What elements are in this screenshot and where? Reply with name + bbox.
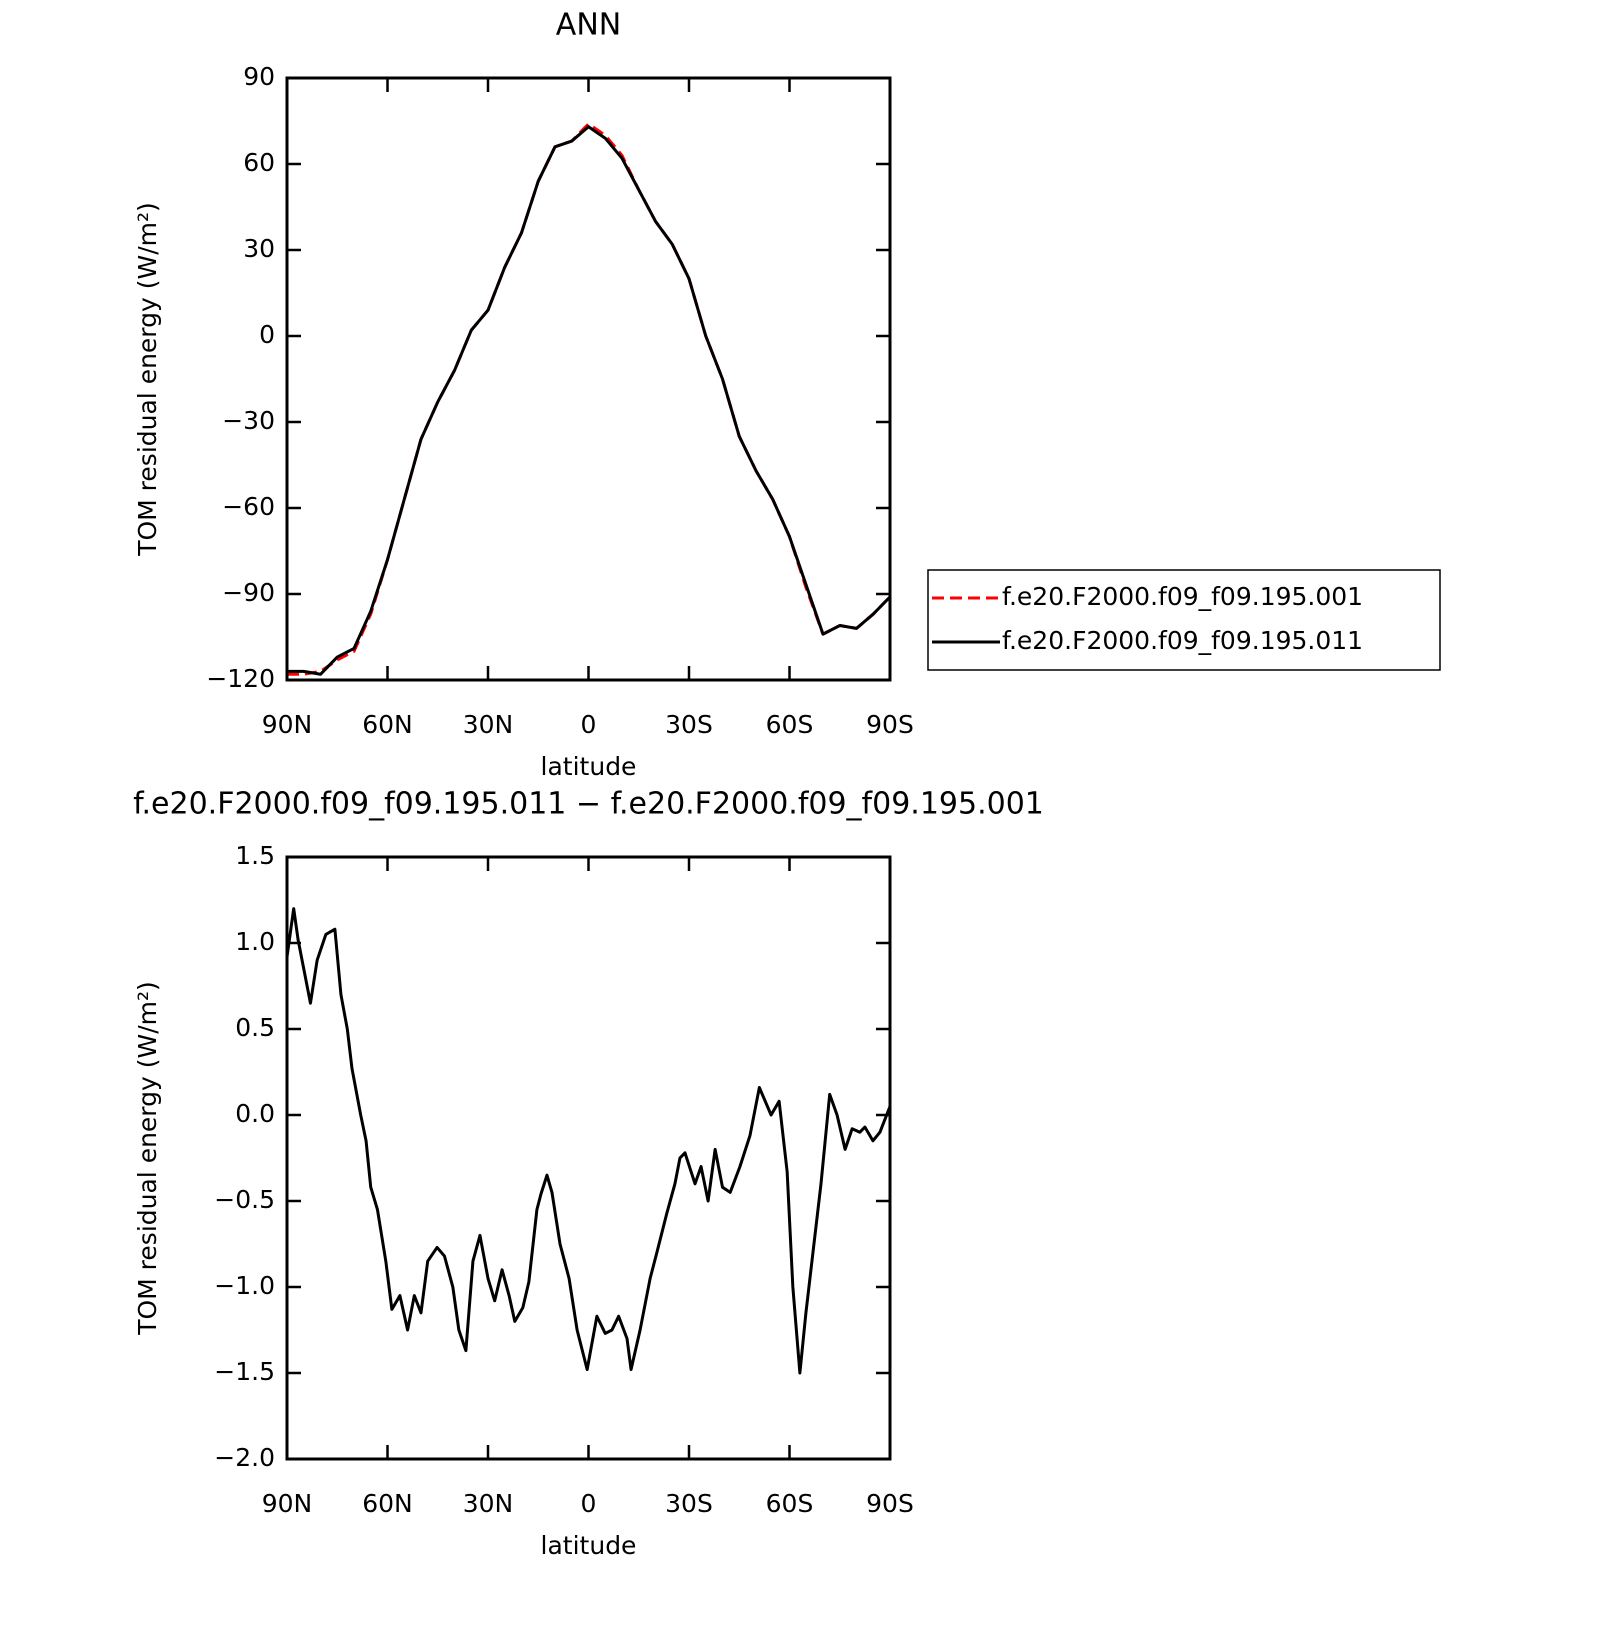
chart-title: f.e20.F2000.f09_f09.195.011 − f.e20.F200… xyxy=(133,787,1044,822)
y-tick-label: 0.5 xyxy=(235,1013,275,1042)
x-tick-label: 60N xyxy=(362,1489,413,1518)
x-tick-label: 60S xyxy=(766,1489,814,1518)
x-tick-label: 0 xyxy=(581,1489,597,1518)
y-axis-label: TOM residual energy (W/m²) xyxy=(133,981,162,1336)
series-line xyxy=(285,907,892,1375)
y-tick-label: 1.5 xyxy=(235,841,275,870)
x-tick-label: 30N xyxy=(463,710,514,739)
y-tick-label: 60 xyxy=(243,148,275,177)
x-tick-label: 90S xyxy=(866,710,914,739)
x-tick-label: 30N xyxy=(463,1489,514,1518)
chart-title: ANN xyxy=(556,8,621,43)
x-tick-label: 60N xyxy=(362,710,413,739)
legend-box xyxy=(927,569,1441,671)
y-axis-label: TOM residual energy (W/m²) xyxy=(133,202,162,557)
plot: ANN latitude TOM residual energy (W/m²) 90N… xyxy=(133,8,1441,781)
y-tick-label: 90 xyxy=(243,62,275,91)
x-tick-label: 60S xyxy=(766,710,814,739)
y-tick-label: 30 xyxy=(243,234,275,263)
x-tick-label: 30S xyxy=(665,710,713,739)
legend-label: f.e20.F2000.f09_f09.195.001 xyxy=(1002,582,1363,611)
x-tick-label: 90N xyxy=(262,1489,313,1518)
x-tick-label: 90N xyxy=(262,710,313,739)
y-tick-label: 0.0 xyxy=(235,1099,275,1128)
y-tick-label: −90 xyxy=(222,578,275,607)
y-tick-label: 1.0 xyxy=(235,927,275,956)
plot: f.e20.F2000.f09_f09.195.011 − f.e20.F200… xyxy=(133,787,1044,1561)
x-axis-label: latitude xyxy=(541,752,637,781)
y-tick-label: −1.5 xyxy=(214,1357,275,1386)
y-tick-label: 0 xyxy=(259,320,275,349)
legend-label: f.e20.F2000.f09_f09.195.011 xyxy=(1002,626,1363,655)
y-tick-label: −60 xyxy=(222,492,275,521)
series-line xyxy=(287,125,892,676)
y-tick-label: −1.0 xyxy=(214,1271,275,1300)
plot-frame xyxy=(285,855,892,1461)
y-tick-label: −30 xyxy=(222,406,275,435)
x-tick-label: 0 xyxy=(581,710,597,739)
plot-frame xyxy=(285,76,892,682)
y-tick-label: −120 xyxy=(206,664,275,693)
y-tick-label: −2.0 xyxy=(214,1443,275,1472)
x-axis-label: latitude xyxy=(541,1531,637,1560)
x-tick-label: 30S xyxy=(665,1489,713,1518)
legend: f.e20.F2000.f09_f09.195.001 f.e20.F2000.f… xyxy=(927,569,1441,671)
x-tick-label: 90S xyxy=(866,1489,914,1518)
y-tick-label: −0.5 xyxy=(214,1185,275,1214)
